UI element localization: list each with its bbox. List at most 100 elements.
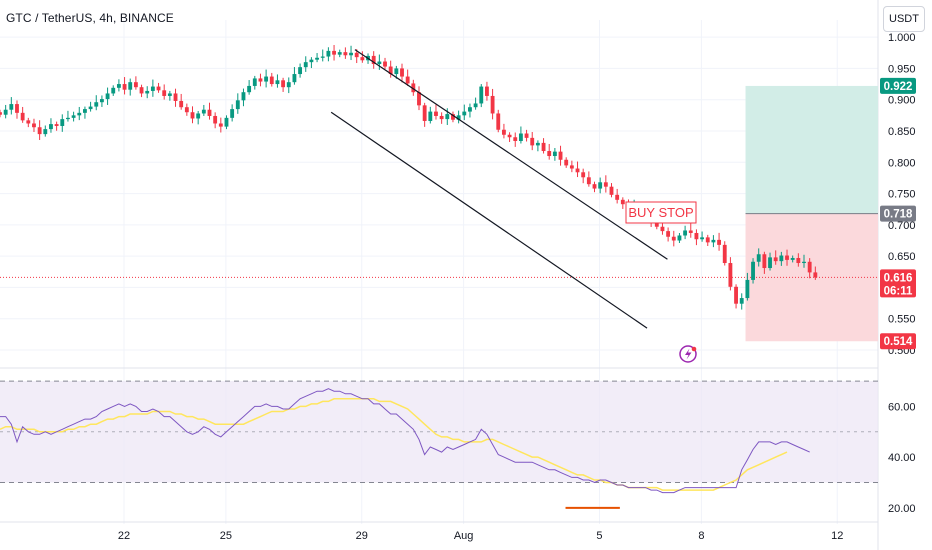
candle-body [383, 61, 387, 67]
candle-body [156, 86, 161, 91]
candle-body [445, 114, 450, 120]
candle-body [609, 186, 614, 195]
candle-body [507, 134, 512, 138]
candle-body [598, 182, 603, 189]
candle-body [581, 172, 586, 178]
target-zone[interactable] [745, 85, 878, 214]
candle-body [377, 61, 382, 65]
candle-body [264, 76, 269, 82]
candle-body [371, 55, 376, 65]
time-tick-label: 25 [220, 530, 232, 542]
candle-body [133, 82, 138, 88]
candle-body [49, 124, 53, 130]
rsi-tick-label: 20.00 [888, 503, 916, 515]
currency-button[interactable]: USDT [883, 6, 925, 32]
price-tick-label: 1.000 [888, 32, 916, 44]
candle-body [739, 298, 744, 304]
candle-body [258, 78, 263, 82]
candle-body [411, 83, 416, 93]
candle-body [513, 137, 518, 142]
candle-body [654, 221, 659, 227]
candle-body [94, 102, 99, 107]
candle-body [796, 258, 801, 264]
rsi-line [0, 388, 810, 494]
rsi-band [0, 381, 878, 483]
buy-stop-label: BUY STOP [628, 205, 693, 220]
candle-body [88, 106, 93, 110]
candle-body [745, 279, 750, 299]
candle-body [184, 107, 189, 113]
channel-lower-line[interactable] [330, 111, 648, 329]
candle-body [496, 113, 501, 130]
channel-upper-line[interactable] [354, 49, 668, 260]
candle-body [77, 112, 82, 116]
trade-setup[interactable] [0, 85, 878, 342]
candle-body [552, 151, 557, 157]
candle-body [235, 100, 240, 110]
candle-body [320, 56, 325, 58]
candle-body [558, 151, 563, 160]
stop-price-tag-text: 0.514 [884, 336, 913, 348]
candle-body [54, 124, 59, 126]
lightning-icon-bolt [685, 348, 692, 360]
buy-stop-box[interactable] [625, 201, 697, 224]
symbol-title[interactable]: GTC / TetherUS, 4h, BINANCE [6, 11, 174, 25]
candle-body [439, 115, 444, 120]
candle-body [428, 111, 433, 121]
candle-body [15, 104, 19, 113]
candle-body [434, 111, 438, 116]
candle-body [677, 235, 682, 241]
price-tick-label: 0.650 [888, 251, 916, 263]
candle-body [207, 109, 212, 116]
stop-price-tag-bg [880, 333, 916, 350]
candle-body [524, 133, 529, 138]
candle-body [468, 107, 472, 112]
candle-body [790, 258, 795, 260]
candle-body [349, 52, 353, 56]
descending-channel[interactable]: BUY STOP [330, 49, 697, 363]
rsi-tick-label: 40.00 [888, 452, 916, 464]
candle-body [309, 59, 314, 63]
candle-body [728, 263, 733, 287]
candle-body [150, 86, 155, 91]
candle-body [269, 76, 274, 85]
candle-body [111, 87, 116, 94]
candle-body [422, 105, 427, 121]
candle-body [802, 261, 806, 264]
candle-body [71, 115, 76, 118]
candle-body [326, 50, 331, 57]
candle-body [66, 117, 70, 120]
candle-body [547, 151, 552, 157]
candle-body [785, 255, 789, 260]
candle-body [694, 232, 699, 240]
candle-body [451, 114, 455, 120]
candle-body [762, 254, 767, 269]
candle-body [275, 80, 280, 85]
candle-body [213, 115, 218, 124]
price-candles [0, 45, 818, 310]
price-tick-label: 0.750 [888, 189, 916, 201]
candle-body [303, 62, 308, 68]
candle-body [734, 286, 738, 304]
candle-body [564, 159, 569, 166]
current-price-tag-text: 0.616 [884, 272, 913, 284]
candle-body [400, 68, 404, 77]
time-tick-label: 29 [356, 530, 368, 542]
lightning-icon[interactable] [679, 345, 697, 363]
candle-body [518, 133, 523, 142]
candle-body [479, 86, 484, 104]
candle-body [9, 104, 14, 110]
lightning-icon-dot [691, 346, 697, 352]
rsi-ma-line [0, 398, 788, 491]
candle-body [162, 90, 167, 96]
time-tick-label: 8 [698, 530, 704, 542]
candle-body [779, 255, 784, 262]
candle-body [535, 142, 540, 146]
rsi-pane [0, 380, 878, 509]
candle-body [700, 237, 705, 240]
price-tick-label: 0.550 [888, 314, 916, 326]
price-tick-label: 0.700 [888, 220, 916, 232]
candle-body [190, 112, 195, 119]
